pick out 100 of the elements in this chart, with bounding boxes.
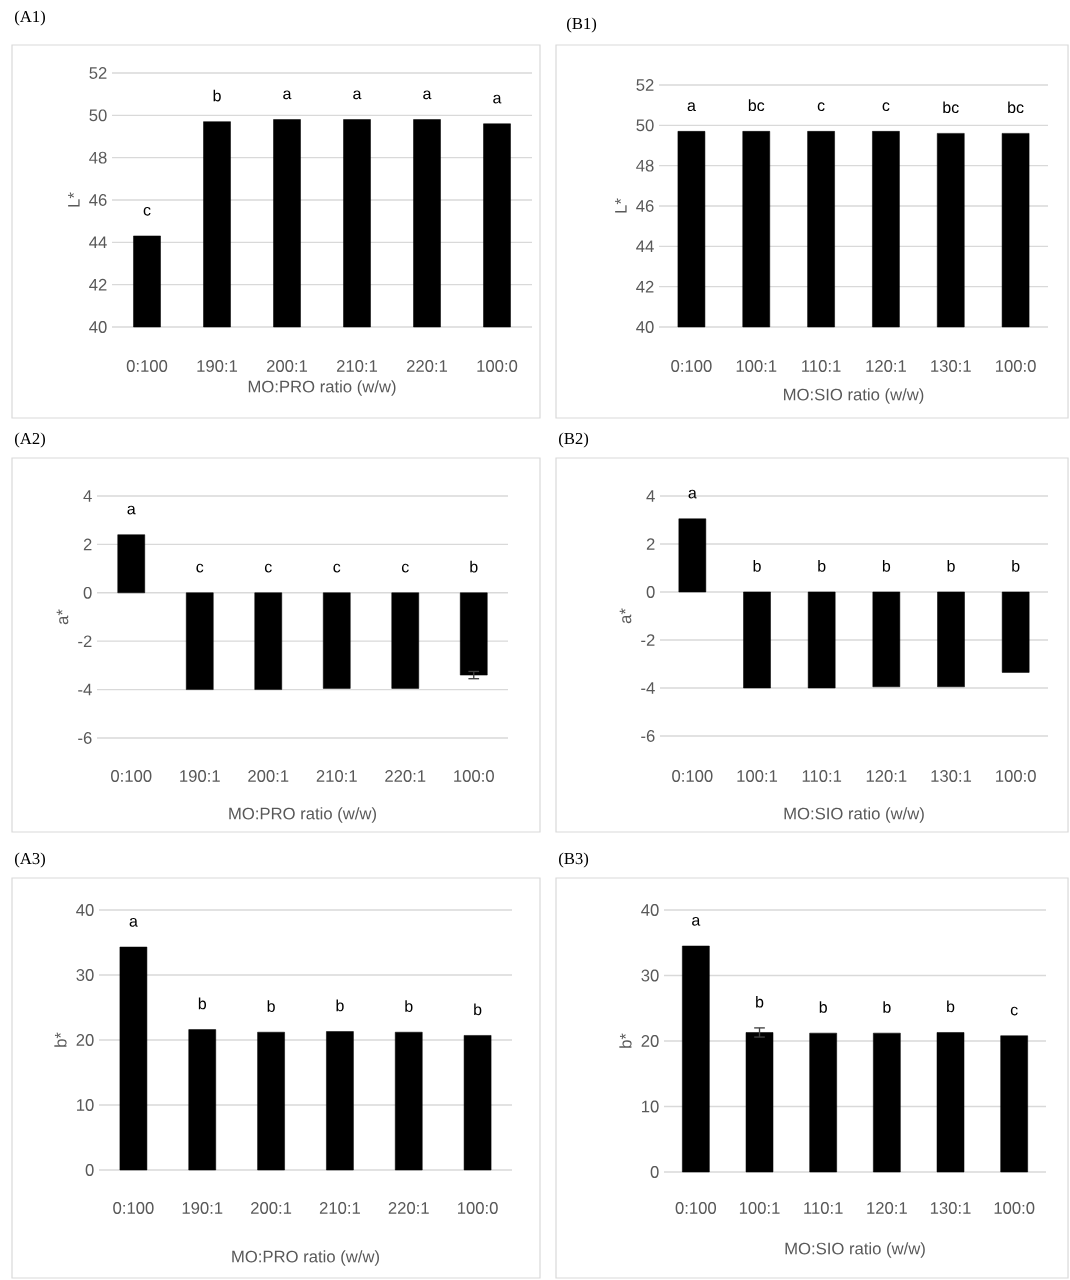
x-tick-label: 200:1 (251, 1202, 292, 1214)
y-tick-label: -6 (641, 730, 655, 742)
y-tick-label: 42 (89, 278, 107, 291)
x-tick-label: 110:1 (802, 770, 842, 782)
annotation: a (692, 916, 701, 926)
chart-title: (B2) (559, 432, 589, 448)
y-tick-label: 46 (89, 194, 107, 206)
x-tick-label: 0:100 (675, 1202, 717, 1214)
y-tick-label: 20 (76, 1034, 94, 1046)
x-tick-label: 130:1 (931, 360, 971, 372)
annotation: b (819, 1001, 827, 1013)
y-tick-label: 30 (641, 969, 659, 982)
annotation: bc (748, 99, 765, 112)
x-tick-label: 190:1 (180, 770, 220, 782)
x-tick-label: 120:1 (866, 360, 906, 372)
y-tick-label: -6 (78, 732, 92, 744)
y-axis-title: a* (56, 609, 69, 625)
bar (873, 1032, 901, 1173)
annotation: c (196, 563, 204, 573)
annotation: c (401, 563, 409, 573)
x-tick-label: 100:0 (458, 1202, 498, 1214)
annotation: c (333, 563, 341, 573)
x-axis-title: MO:PRO ratio (w/w) (232, 1250, 379, 1266)
chart-title: (A3) (15, 852, 45, 868)
x-axis-title: MO:PRO ratio (w/w) (229, 807, 376, 823)
y-tick-label: 42 (636, 280, 654, 293)
x-tick-label: 130:1 (930, 1202, 971, 1214)
y-tick-label: 52 (89, 67, 107, 79)
y-tick-label: 2 (83, 538, 92, 551)
annotation: bc (943, 101, 959, 114)
annotation: b (756, 995, 764, 1008)
x-tick-label: 200:1 (248, 770, 289, 782)
annotation: a (353, 90, 362, 100)
annotation: b (753, 559, 761, 572)
y-tick-label: 10 (642, 1100, 659, 1113)
annotation: b (336, 999, 344, 1012)
x-tick-label: 0:100 (111, 770, 152, 782)
y-tick-label: -2 (78, 635, 92, 648)
y-tick-label: 10 (77, 1099, 94, 1111)
x-tick-label: 0:100 (126, 360, 168, 372)
x-tick-label: 210:1 (336, 360, 378, 372)
bar (809, 1032, 837, 1173)
bar (1000, 1035, 1028, 1173)
chart-title: (A1) (15, 10, 45, 26)
y-tick-label: 44 (89, 236, 107, 249)
bar (463, 1035, 492, 1171)
bar (394, 1031, 423, 1171)
x-tick-label: 100:0 (994, 1202, 1035, 1214)
annotation: a (688, 489, 697, 499)
annotation: a (283, 90, 292, 100)
annotation: c (882, 102, 890, 112)
y-tick-label: 2 (646, 538, 655, 550)
x-tick-label: 220:1 (385, 770, 426, 782)
annotation: a (493, 94, 502, 104)
y-tick-label: 44 (636, 240, 654, 253)
y-tick-label: 40 (89, 321, 107, 333)
annotation: b (947, 559, 955, 572)
x-tick-label: 0:100 (672, 770, 713, 782)
annotation: b (1012, 559, 1020, 572)
y-tick-label: 50 (89, 109, 107, 122)
x-tick-label: 100:0 (477, 360, 518, 372)
bar (326, 1031, 354, 1171)
x-tick-label: 100:1 (737, 770, 778, 782)
annotation: b (947, 1000, 955, 1013)
x-axis-title: MO:SIO ratio (w/w) (784, 388, 924, 404)
y-tick-label: 40 (636, 321, 654, 333)
annotation: b (267, 1000, 275, 1012)
y-tick-label: 48 (636, 159, 654, 172)
y-tick-label: 50 (636, 119, 654, 132)
y-tick-label: 48 (89, 151, 107, 164)
annotation: c (817, 102, 825, 112)
x-tick-label: 100:0 (996, 360, 1036, 372)
x-tick-label: 200:1 (266, 360, 308, 372)
bar (119, 946, 148, 1171)
annotation: b (818, 559, 826, 572)
x-tick-label: 210:1 (316, 770, 357, 782)
y-tick-label: 20 (641, 1035, 659, 1047)
annotation: a (423, 90, 432, 100)
x-tick-label: 120:1 (866, 770, 907, 782)
y-axis-title: L* (68, 192, 80, 207)
x-tick-label: 220:1 (406, 360, 448, 372)
y-tick-label: 40 (76, 904, 94, 916)
x-axis-title: MO:SIO ratio (w/w) (785, 1242, 925, 1258)
x-tick-label: 100:0 (996, 770, 1036, 782)
x-tick-label: 210:1 (319, 1202, 360, 1214)
x-tick-label: 130:1 (931, 770, 972, 782)
y-tick-label: 30 (76, 969, 94, 981)
y-tick-label: -4 (641, 682, 655, 694)
x-tick-label: 100:1 (736, 360, 777, 372)
y-tick-label: 4 (83, 490, 92, 502)
x-axis-title: MO:SIO ratio (w/w) (784, 807, 924, 823)
y-tick-label: 4 (646, 490, 655, 502)
annotation: b (883, 1001, 891, 1013)
x-tick-label: 0:100 (113, 1202, 154, 1214)
annotation: b (405, 1000, 413, 1012)
x-tick-label: 100:0 (454, 770, 494, 782)
y-axis-title: b* (619, 1033, 632, 1048)
annotation: c (264, 563, 272, 573)
bar (188, 1029, 217, 1171)
x-tick-label: 190:1 (197, 360, 238, 372)
